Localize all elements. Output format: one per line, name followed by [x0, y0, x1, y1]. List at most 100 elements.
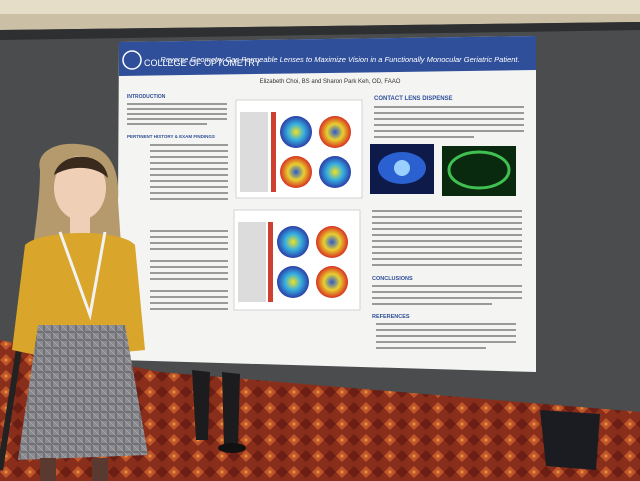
text-line — [150, 248, 228, 250]
text-line — [150, 278, 228, 280]
topography-map — [316, 266, 348, 298]
topography-figure — [233, 209, 361, 311]
hair-top — [54, 156, 108, 178]
text-line — [372, 216, 522, 218]
section-heading: INTRODUCTION — [127, 94, 166, 100]
logo-mark — [122, 50, 142, 70]
text-line — [150, 242, 228, 244]
text-line — [372, 240, 522, 242]
text-line — [150, 180, 228, 182]
text-line — [372, 264, 522, 266]
poster-title: Reverse Geometry Gas Permeable Lenses to… — [160, 55, 519, 64]
ceiling — [0, 0, 640, 14]
body-text — [374, 106, 524, 138]
topography-map — [277, 266, 309, 298]
text-line — [150, 174, 228, 176]
text-line — [127, 103, 227, 105]
topography-map — [277, 226, 309, 258]
text-line — [372, 210, 522, 212]
skirt — [18, 325, 148, 460]
topography-map — [319, 116, 351, 148]
text-line — [150, 144, 228, 146]
lens-edge — [447, 150, 511, 190]
text-line — [372, 303, 492, 305]
body-text — [372, 210, 522, 266]
text-line — [150, 260, 228, 262]
text-line — [150, 186, 228, 188]
lanyard — [58, 231, 107, 321]
pupil-highlight — [394, 160, 410, 176]
section-heading: PERTINENT HISTORY & EXAM FINDINGS — [127, 134, 215, 139]
background-person — [192, 370, 210, 440]
text-line — [372, 252, 522, 254]
text-line — [150, 266, 228, 268]
body-text — [372, 285, 522, 305]
section-heading: CONTACT LENS DISPENSE — [374, 96, 453, 102]
text-line — [372, 285, 522, 287]
text-line — [150, 150, 228, 152]
background-person — [540, 410, 600, 470]
text-line — [150, 168, 228, 170]
topography-map — [280, 156, 312, 188]
text-line — [150, 272, 228, 274]
color-scale — [271, 112, 276, 192]
sweater — [12, 232, 145, 355]
poster — [117, 36, 536, 372]
text-line — [372, 258, 522, 260]
topography-map — [316, 226, 348, 258]
text-line — [150, 192, 228, 194]
text-line — [150, 308, 228, 310]
text-line — [376, 329, 516, 331]
text-line — [372, 291, 522, 293]
text-line — [372, 228, 522, 230]
text-line — [150, 162, 228, 164]
title-line: Reverse Geometry Gas Permeable Lenses to… — [160, 55, 519, 64]
text-line — [372, 222, 522, 224]
easel-leg — [0, 329, 25, 471]
text-line — [372, 246, 522, 248]
body-text — [150, 144, 228, 310]
presenter — [12, 143, 148, 481]
text-line — [127, 118, 227, 120]
text-line — [150, 302, 228, 304]
text-line — [150, 290, 228, 292]
text-line — [150, 230, 228, 232]
text-line — [376, 347, 486, 349]
leg — [40, 458, 56, 481]
section-heading: REFERENCES — [372, 314, 410, 320]
text-line — [376, 323, 516, 325]
board-frame — [0, 22, 640, 40]
logo-text: COLLEGE OF OPTOMETRY — [144, 58, 261, 68]
leg — [92, 458, 108, 481]
text-line — [374, 136, 474, 138]
text-line — [127, 123, 207, 125]
text-line — [150, 296, 228, 298]
text-line — [374, 118, 524, 120]
text-line — [150, 198, 228, 200]
text-line — [150, 236, 228, 238]
text-line — [376, 335, 516, 337]
text-line — [372, 297, 522, 299]
topography-map — [319, 156, 351, 188]
neck — [70, 215, 90, 235]
topography-map — [280, 116, 312, 148]
section-heading: CONCLUSIONS — [372, 276, 413, 282]
text-line — [127, 113, 227, 115]
text-line — [374, 130, 524, 132]
topography-figure — [235, 99, 363, 199]
text-line — [127, 108, 227, 110]
figure-panel — [238, 222, 266, 302]
text-line — [372, 234, 522, 236]
color-scale — [268, 222, 273, 302]
shoe — [218, 443, 246, 453]
text-line — [150, 156, 228, 158]
text-line — [374, 112, 524, 114]
body-text — [127, 103, 227, 125]
poster-authors: Elizabeth Choi, BS and Sharon Park Keh, … — [260, 79, 401, 85]
text-line — [374, 106, 524, 108]
text-line — [376, 341, 516, 343]
background-person — [222, 372, 240, 446]
face — [54, 156, 106, 220]
poster-header — [119, 36, 536, 76]
